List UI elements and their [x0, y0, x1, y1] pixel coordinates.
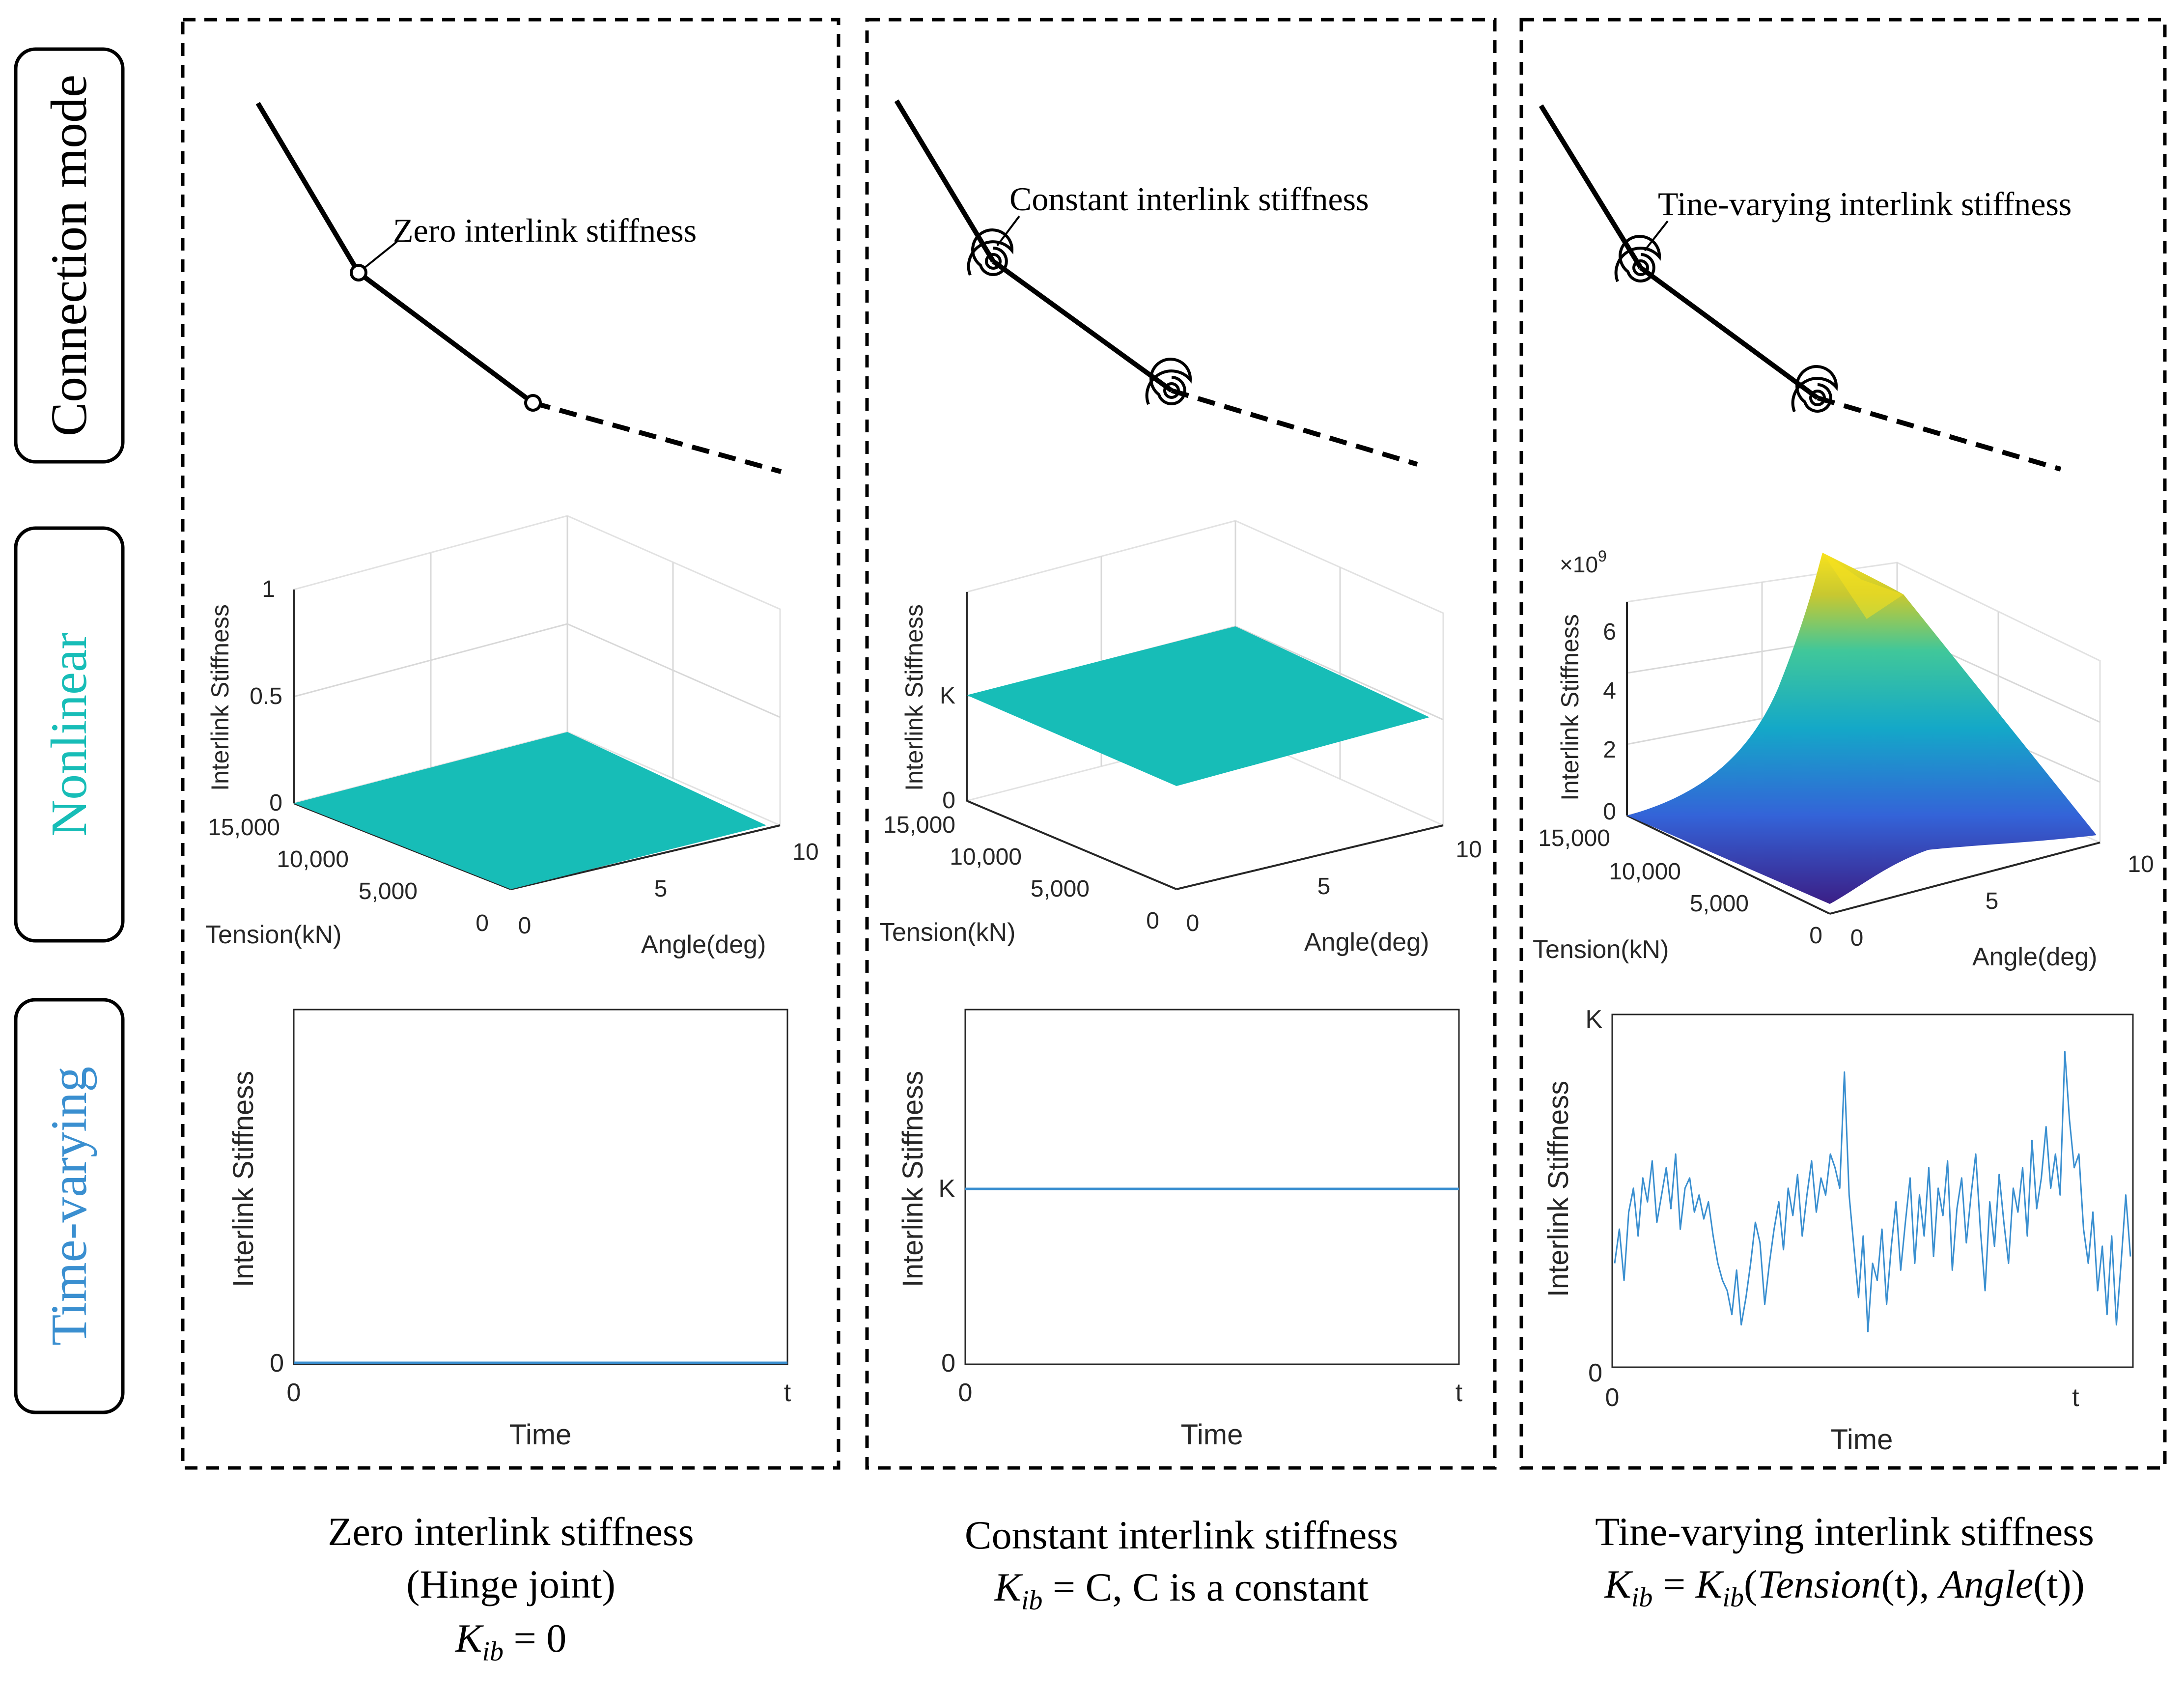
y-axis-label: Interlink Stiffness [227, 1071, 259, 1288]
row-label-time-varying-text: Time-varying [41, 1067, 97, 1346]
time-plot-constant: K 0 0 t Interlink Stiffness Time [897, 1009, 1463, 1451]
x-tick: t [2072, 1383, 2079, 1412]
time-varying-spring-joint-upper [1614, 235, 1661, 282]
connection-diagram-zero: Zero interlink stiffness [255, 102, 782, 474]
angle-axis-label: Angle(deg) [1972, 943, 2097, 971]
angle-axis-label: Angle(deg) [1304, 928, 1429, 957]
x-axis-label: Time [509, 1419, 572, 1451]
y-axis-label: Interlink Stiffness [897, 1071, 929, 1288]
tension-tick: 15,000 [1538, 825, 1610, 851]
stiffness-surface [1627, 553, 2097, 904]
y-tick: 0 [941, 1349, 955, 1378]
angle-tick: 0 [518, 913, 532, 939]
caption-time-varying-line-1: Tine-varying interlink stiffness [1595, 1509, 2094, 1554]
tension-axis-label: Tension(kN) [205, 921, 341, 949]
angle-tick: 10 [792, 839, 818, 865]
z-tick: 6 [1603, 619, 1616, 645]
z-axis-label: Interlink Stiffness [206, 604, 234, 791]
caption-constant: Constant interlink stiffness Kib = C, C … [965, 1513, 1398, 1616]
caption-time-varying-formula: Kib = Kib(Tension(t), Angle(t)) [1604, 1562, 2085, 1613]
connection-diagram-constant: Constant interlink stiffness [894, 99, 1418, 467]
z-axis-label: Interlink Stiffness [900, 604, 928, 791]
hinge-joint-lower [524, 394, 542, 412]
angle-tick: 0 [1186, 910, 1200, 936]
hinge-joint-upper [350, 264, 367, 282]
row-label-nonlinear: Nonlinear [14, 526, 125, 943]
y-tick: 0 [270, 1349, 284, 1378]
tension-tick: 5,000 [1690, 891, 1749, 917]
tension-tick: 0 [1146, 908, 1159, 934]
angle-tick: 0 [1850, 925, 1864, 951]
tension-tick: 10,000 [950, 844, 1022, 870]
nonlinear-plot-constant-axes: K 0 Interlink Stiffness 15,000 10,000 5,… [879, 592, 1482, 957]
connection-label-time-varying: Tine-varying interlink stiffness [1658, 185, 2072, 223]
tension-tick: 5,000 [359, 878, 418, 904]
nonlinear-plot-zero-axes: 1 0.5 0 Interlink Stiffness 15,000 10,00… [205, 576, 819, 959]
z-axis-label: Interlink Stiffness [1556, 614, 1584, 801]
row-label-connection-mode: Connection mode [14, 47, 125, 464]
row-label-nonlinear-text: Nonlinear [41, 632, 97, 837]
caption-time-varying: Tine-varying interlink stiffness Kib = K… [1595, 1509, 2094, 1613]
angle-axis-label: Angle(deg) [641, 930, 766, 959]
x-tick: t [1456, 1379, 1463, 1407]
tension-tick: 0 [476, 910, 489, 936]
series-line-time-varying [1614, 1051, 2131, 1332]
z-tick: 0 [942, 788, 955, 814]
connection-label-constant: Constant interlink stiffness [1009, 180, 1369, 218]
row-label-connection-mode-text: Connection mode [41, 75, 97, 437]
panel-frame-time-varying [1519, 18, 2167, 1470]
x-tick: 0 [958, 1379, 973, 1407]
caption-constant-formula: Kib = C, C is a constant [994, 1565, 1369, 1616]
y-axis-label: Interlink Stiffness [1542, 1081, 1574, 1297]
z-exponent: ×109 [1560, 547, 1607, 577]
angle-tick: 5 [654, 876, 668, 902]
x-tick: 0 [287, 1379, 301, 1407]
caption-zero-line-2: (Hinge joint) [406, 1562, 616, 1606]
tension-tick: 5,000 [1031, 876, 1090, 902]
caption-zero-formula: Kib = 0 [455, 1616, 567, 1667]
z-tick: 4 [1603, 678, 1616, 704]
y-tick: K [1585, 1005, 1602, 1034]
row-label-time-varying: Time-varying [14, 998, 125, 1414]
flat-surface-constant [967, 626, 1429, 786]
nonlinear-plot-time-varying-axes: 6 4 2 0 ×109 Interlink Stiffness 15,000 … [1533, 547, 2154, 971]
panel-frame-constant [865, 18, 1497, 1470]
tension-tick: 10,000 [1609, 859, 1681, 885]
x-tick: 0 [1605, 1383, 1620, 1412]
x-axis-label: Time [1831, 1424, 1893, 1456]
tension-tick: 0 [1809, 923, 1822, 949]
z-tick: 0 [269, 790, 282, 816]
z-tick: 0.5 [250, 683, 282, 709]
panel-frame-zero [181, 18, 840, 1470]
y-tick: 0 [1588, 1359, 1602, 1387]
caption-zero-line-1: Zero interlink stiffness [328, 1509, 694, 1554]
spring-joint-upper [967, 228, 1014, 276]
angle-tick: 5 [1986, 888, 1999, 914]
angle-tick: 5 [1317, 873, 1331, 900]
connection-diagram-time-varying: Tine-varying interlink stiffness [1539, 104, 2072, 472]
time-varying-spring-joint-lower [1791, 365, 1838, 413]
spring-joint-lower [1145, 358, 1192, 405]
angle-tick: 10 [2128, 851, 2154, 877]
tension-axis-label: Tension(kN) [1533, 935, 1669, 964]
x-tick: t [784, 1379, 791, 1407]
tension-axis-label: Tension(kN) [879, 918, 1015, 947]
z-tick: 2 [1603, 737, 1616, 763]
time-plot-time-varying: K 0 0 t Interlink Stiffness Time [1542, 1005, 2134, 1456]
y-tick: K [938, 1175, 955, 1203]
time-plot-zero: 0 0 t Interlink Stiffness Time [227, 1009, 791, 1451]
caption-constant-line-1: Constant interlink stiffness [965, 1513, 1398, 1557]
caption-zero: Zero interlink stiffness (Hinge joint) K… [328, 1509, 694, 1667]
z-tick: 0 [1603, 799, 1616, 825]
tension-tick: 10,000 [277, 846, 349, 873]
connection-label-zero: Zero interlink stiffness [393, 212, 697, 249]
z-tick: K [940, 683, 955, 709]
x-axis-label: Time [1181, 1419, 1243, 1451]
tension-tick: 15,000 [208, 815, 280, 841]
flat-surface-zero [294, 732, 766, 889]
z-tick: 1 [262, 576, 275, 602]
angle-tick: 10 [1456, 837, 1482, 863]
tension-tick: 15,000 [883, 812, 955, 838]
